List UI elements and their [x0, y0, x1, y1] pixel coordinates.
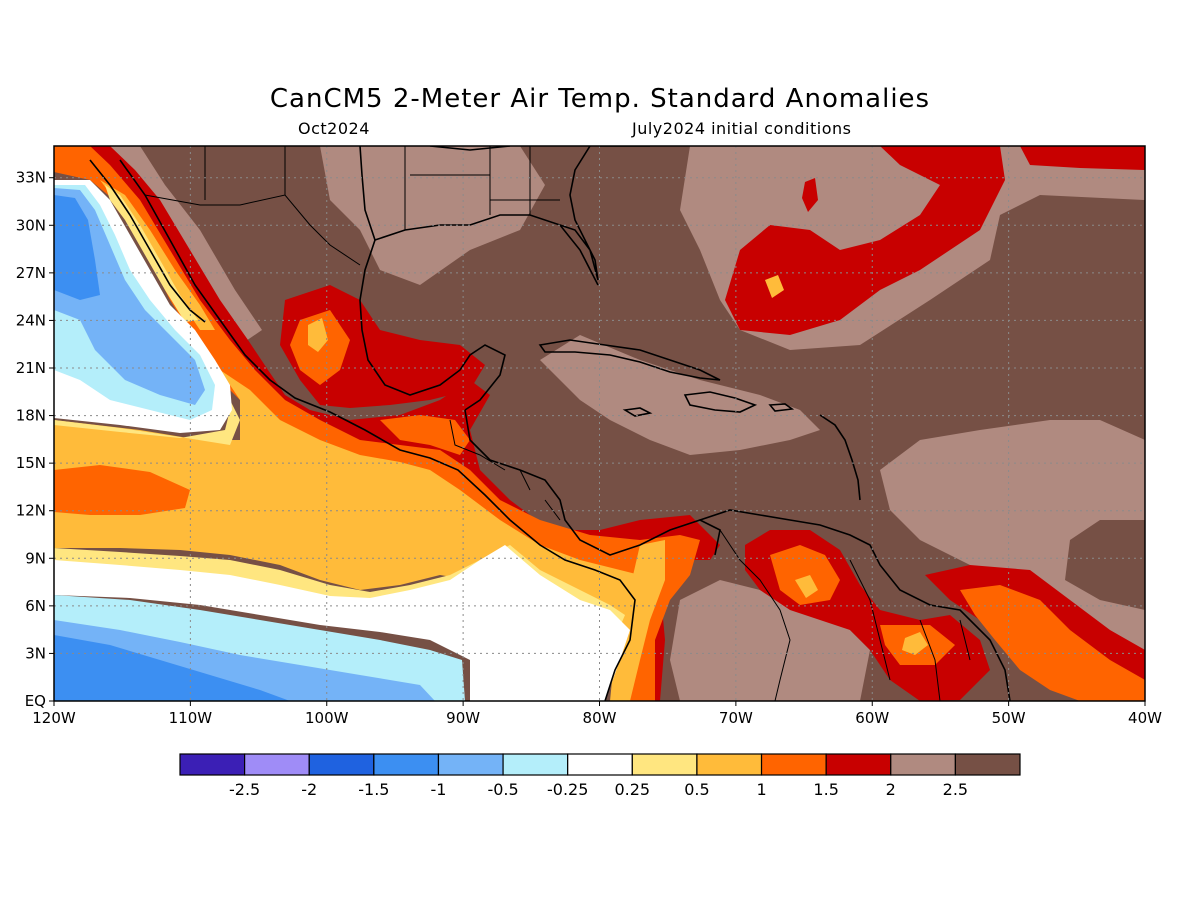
latitude-labels: 33N 30N 27N 24N 21N 18N 15N 12N 9N 6N 3N EQ	[16, 169, 54, 710]
colorbar-label: -1.5	[358, 780, 389, 799]
lat-tick-label: 9N	[25, 549, 46, 567]
colorbar-swatch	[631, 753, 698, 776]
lon-tick-label: 60W	[855, 709, 889, 727]
coastline-central-america-caribbean	[464, 409, 721, 556]
lat-tick-label: 33N	[16, 169, 46, 187]
lon-tick-label: 70W	[719, 709, 753, 727]
colorbar-swatch	[696, 753, 763, 776]
colorbar-label: -2	[301, 780, 317, 799]
lon-tick-label: 40W	[1128, 709, 1162, 727]
coastlines	[89, 146, 1011, 701]
field-band-yellow-north	[54, 360, 240, 445]
border-us-states	[204, 146, 560, 230]
field-band-gold-venezuela	[795, 575, 818, 598]
lat-tick-label: EQ	[25, 692, 46, 710]
field-band-high-south-america	[670, 580, 870, 701]
field-band-orange-venezuela	[770, 545, 840, 605]
coastline-jamaica	[622, 407, 653, 417]
field-band-gold-colombia	[610, 540, 665, 701]
colorbar-swatch	[954, 753, 1021, 776]
field-band-orange-central-america	[380, 415, 470, 455]
lon-tick-label: 80W	[583, 709, 617, 727]
forecast-month: Oct2024	[298, 119, 370, 138]
field-band-red-atlantic	[725, 146, 1005, 335]
coastline-us-north	[429, 146, 650, 151]
lat-tick-label: 18N	[16, 407, 46, 425]
colorbar-label: 0.25	[614, 780, 650, 799]
field-band-red-atlantic-top	[1020, 146, 1145, 170]
colorbar-swatch	[890, 753, 956, 776]
field-band-gold-gulf	[308, 318, 328, 352]
colorbar-swatch	[373, 753, 440, 776]
colorbar-swatch	[502, 753, 569, 776]
colorbar-swatch	[244, 753, 310, 776]
field-band-high-east	[880, 420, 1145, 650]
coastline-cuba	[538, 339, 721, 381]
border-central-america	[449, 419, 561, 521]
coastline-lesser-antilles	[819, 414, 861, 501]
colorbar-label: -0.5	[487, 780, 518, 799]
lat-tick-label: 27N	[16, 264, 46, 282]
lon-tick-label: 110W	[169, 709, 213, 727]
colorbar-swatch	[825, 753, 892, 776]
field-band-blue-north	[54, 195, 100, 300]
lat-tick-label: 12N	[16, 502, 46, 520]
coastline-hispaniola	[683, 391, 758, 413]
coastline-gulf-of-mexico	[359, 146, 506, 411]
anomaly-field	[54, 146, 1145, 701]
colorbar-label: 0.5	[684, 780, 709, 799]
lat-tick-label: 6N	[25, 597, 46, 615]
lat-tick-label: 15N	[16, 454, 46, 472]
longitude-labels: 120W 110W 100W 90W 80W 70W 60W 50W 40W	[32, 701, 1162, 727]
field-band-gold-baja	[100, 180, 215, 330]
field-band-white-south	[54, 545, 630, 701]
field-band-orange-east	[960, 585, 1145, 701]
colorbar-swatch	[308, 753, 375, 776]
graticule	[54, 146, 1145, 701]
colorbar-swatch	[179, 753, 246, 776]
field-band-red-isolated	[802, 178, 818, 212]
colorbar-label: -2.5	[229, 780, 260, 799]
coastline-gulf-north	[374, 214, 599, 286]
field-band-orange-pacific-blob	[54, 465, 190, 515]
field-band-gold-atlantic	[765, 275, 784, 298]
lat-tick-label: 21N	[16, 359, 46, 377]
lat-tick-label: 3N	[25, 644, 46, 662]
colorbar-swatch	[760, 753, 827, 776]
lon-tick-label: 90W	[446, 709, 480, 727]
coastline-mexico-pacific	[119, 159, 636, 701]
colorbar-label: 2.5	[943, 780, 968, 799]
field-band-blue-south	[54, 635, 290, 701]
borders	[144, 146, 971, 701]
colorbar-label: 2	[886, 780, 896, 799]
colorbar-label: -1	[430, 780, 446, 799]
colorbar-label: 1	[756, 780, 766, 799]
colorbar: -2.5 -2 -1.5 -1 -0.5 -0.25 0.25 0.5 1 1.5 2 2.5	[179, 753, 1021, 799]
coastline-south-america-north	[699, 509, 1011, 701]
colorbar-swatch	[437, 753, 504, 776]
colorbar-swatch	[567, 753, 633, 776]
coastline-florida	[559, 146, 599, 281]
colorbar-label: 1.5	[813, 780, 838, 799]
field-band-high-north	[320, 146, 545, 285]
colorbar-label: -0.25	[547, 780, 588, 799]
lon-tick-label: 50W	[992, 709, 1026, 727]
lat-tick-label: 30N	[16, 216, 46, 234]
field-band-gold-guiana	[902, 632, 928, 655]
coastline-puerto-rico	[768, 403, 795, 412]
field-band-high-caribbean	[540, 335, 820, 455]
lon-tick-label: 100W	[305, 709, 349, 727]
lat-tick-label: 24N	[16, 311, 46, 329]
map-title: CanCM5 2-Meter Air Temp. Standard Anomal…	[269, 84, 931, 114]
initial-conditions: July2024 initial conditions	[632, 119, 852, 138]
lon-tick-label: 120W	[32, 709, 76, 727]
border-south-america	[719, 529, 971, 701]
